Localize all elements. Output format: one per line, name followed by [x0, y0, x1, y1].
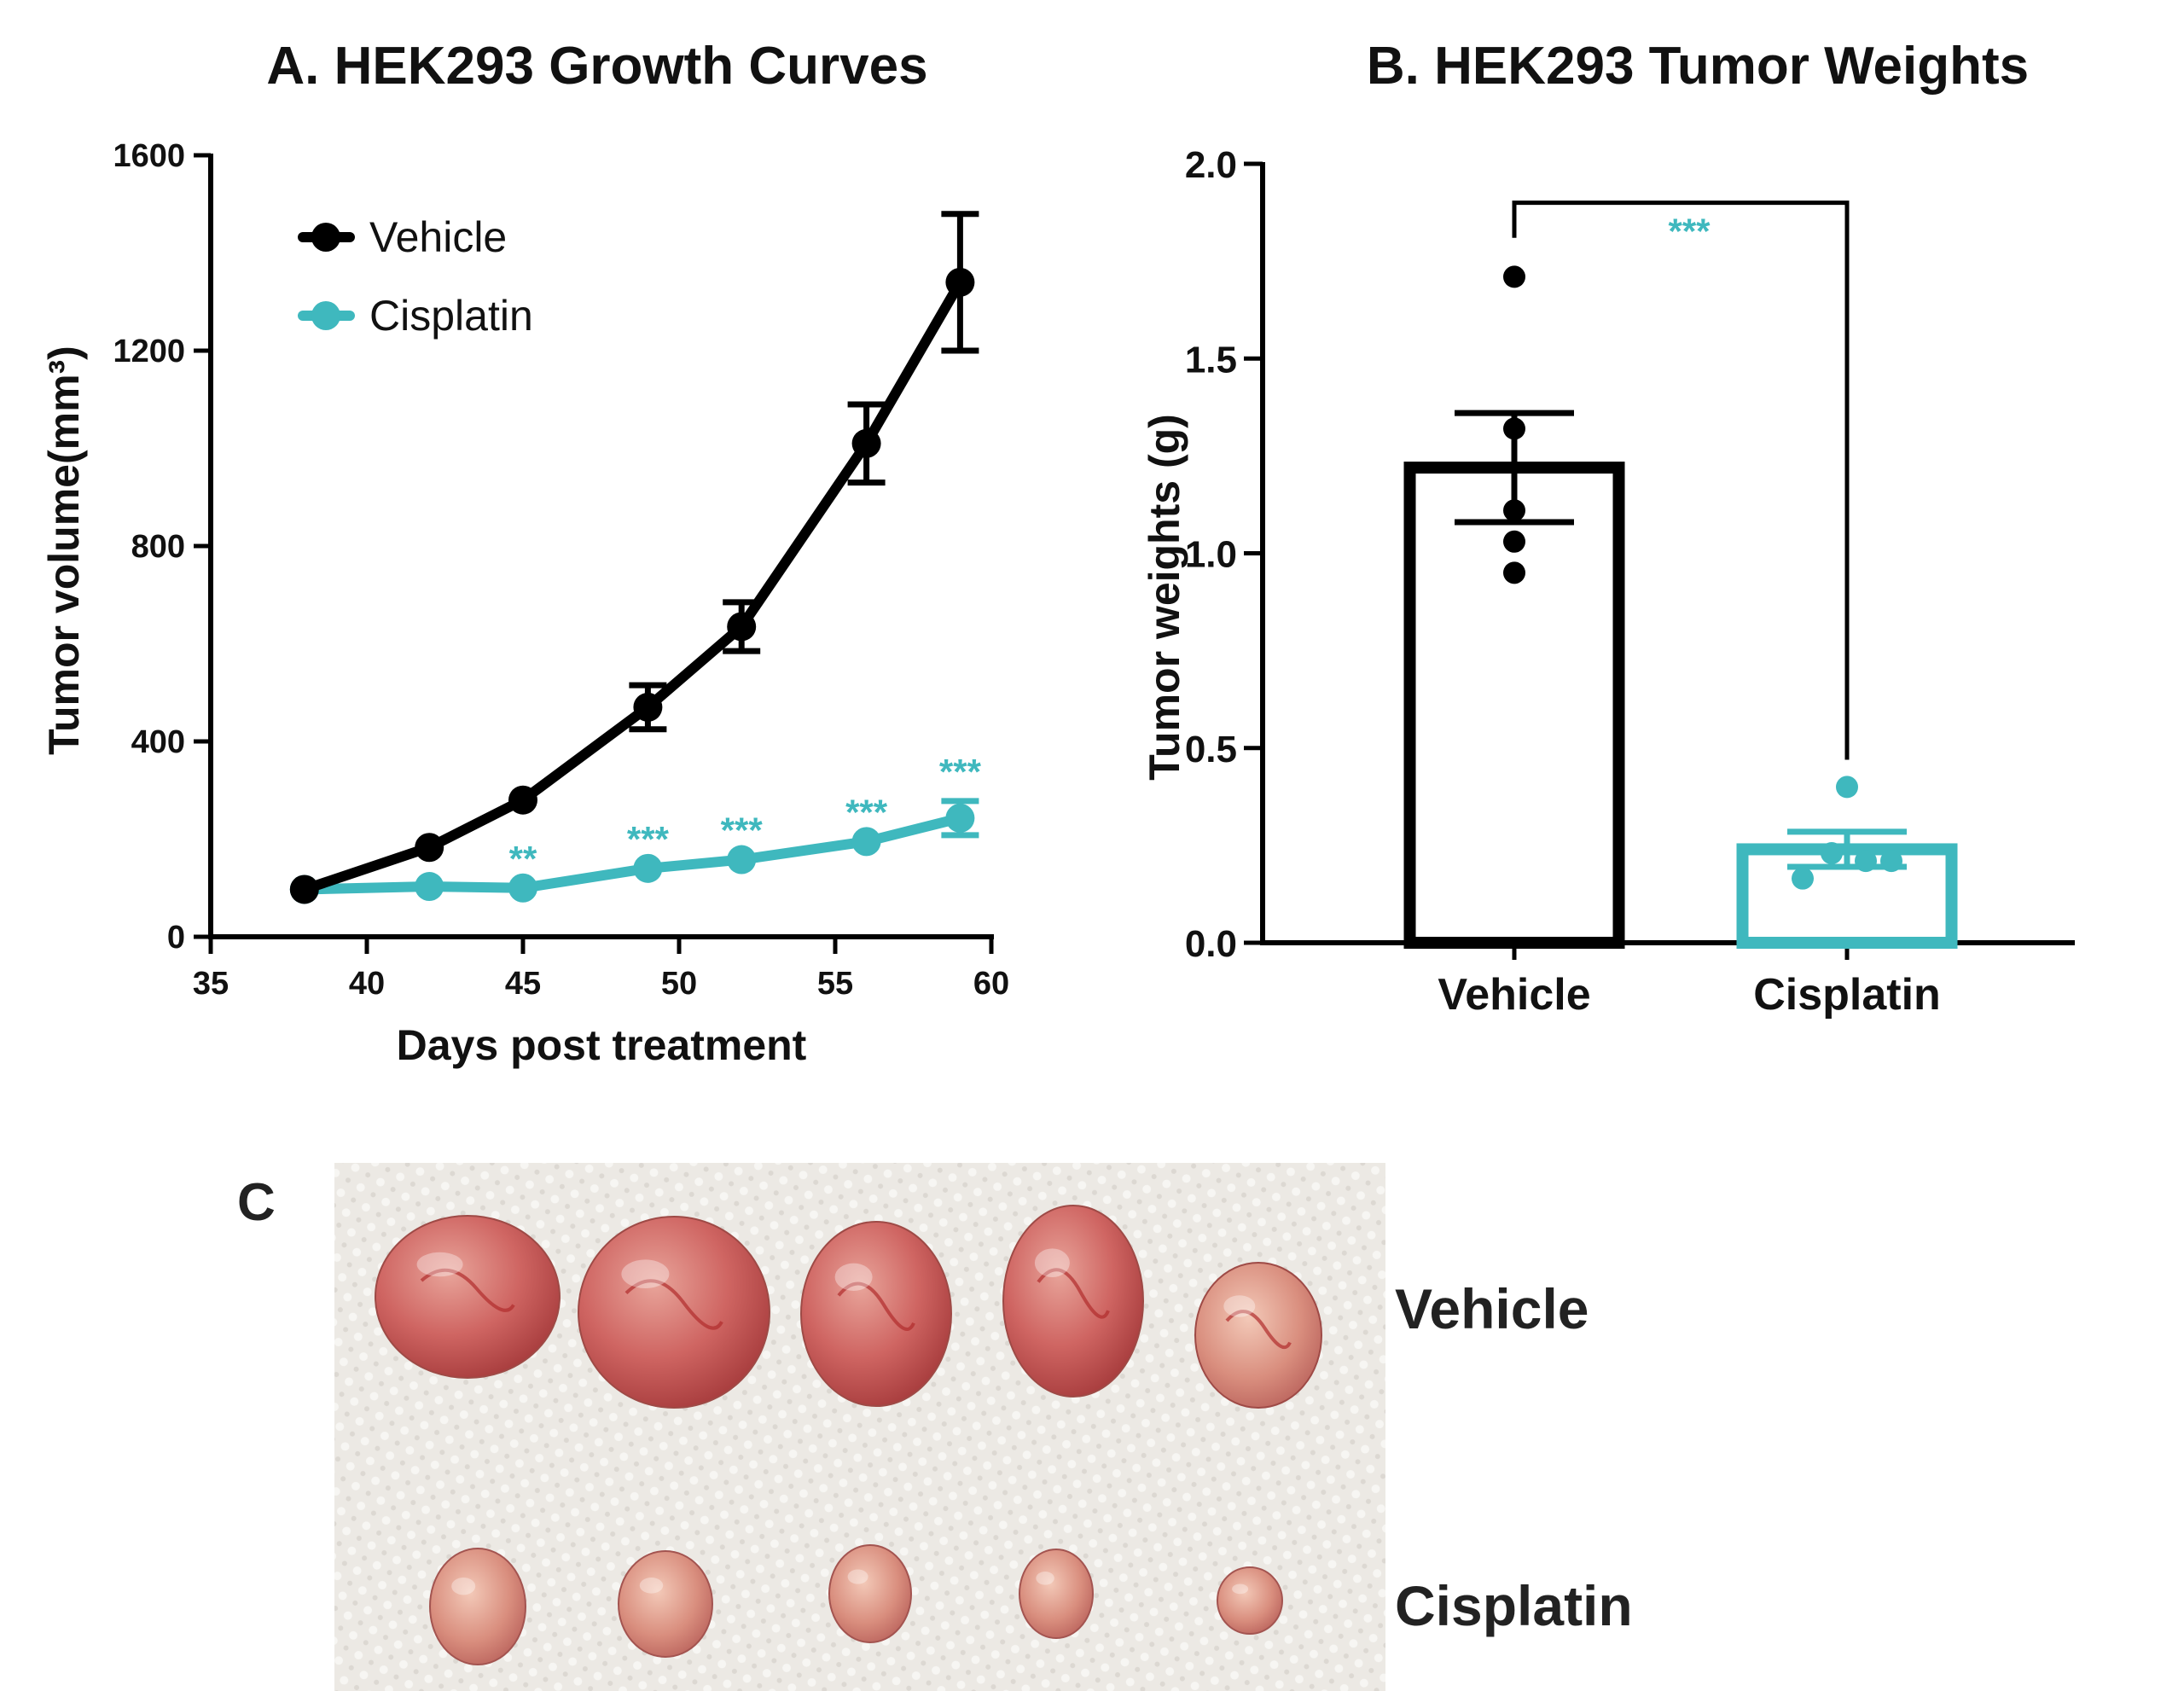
tumor-vessel — [624, 1279, 723, 1330]
tumor-highlight — [1036, 1572, 1054, 1585]
category-label: Vehicle — [1438, 970, 1590, 1020]
significance-annotation: ** — [509, 839, 537, 879]
tumor-cisplatin — [1217, 1566, 1283, 1635]
data-point — [508, 785, 537, 815]
tumor-cisplatin — [1019, 1549, 1094, 1639]
y-tick-label: 0 — [167, 920, 185, 956]
data-point — [289, 875, 319, 904]
growth-curves-title: A. HEK293 Growth Curves — [266, 37, 927, 96]
tumor-highlight — [451, 1578, 476, 1595]
data-point — [508, 873, 537, 903]
significance-annotation: *** — [845, 792, 888, 832]
tumor-highlight — [834, 1263, 873, 1292]
significance-annotation: *** — [939, 752, 982, 792]
legend-marker — [311, 301, 340, 330]
data-point — [415, 833, 444, 863]
significance-annotation: *** — [721, 811, 764, 851]
growth-curves-panel: A. HEK293 Growth Curves 35 40 45 50 55 60 0 400… — [40, 37, 1009, 1069]
tumor-vehicle — [375, 1215, 561, 1379]
tumor-vehicle — [578, 1216, 770, 1409]
x-tick-label: 35 — [193, 966, 229, 1002]
legend-label: Vehicle — [369, 213, 507, 261]
growth-curves-axes — [194, 153, 994, 954]
data-point — [633, 692, 663, 722]
data-point — [1880, 850, 1902, 873]
x-tick-label: 50 — [661, 966, 697, 1002]
tumor-cisplatin — [828, 1544, 912, 1643]
legend-label: Cisplatin — [369, 292, 533, 340]
x-tick-label: 55 — [817, 966, 853, 1002]
data-point — [945, 803, 975, 833]
tumor-weights-title: B. HEK293 Tumor Weights — [1367, 37, 2029, 96]
tumor-photo — [375, 1205, 1322, 1665]
growth-curves-ticks: 35 40 45 50 55 60 0 400 800 1200 1600 — [113, 138, 1009, 1002]
y-tick-label: 1.0 — [1185, 534, 1237, 576]
y-tick-label: 1.5 — [1185, 339, 1237, 381]
y-axis-label: Tumor volume(mm³) — [40, 346, 88, 755]
tumor-vehicle — [1194, 1262, 1322, 1409]
tumor-highlight — [621, 1259, 670, 1288]
x-tick-label: 60 — [973, 966, 1009, 1002]
y-tick-label: 0.5 — [1185, 729, 1237, 770]
data-point — [1503, 530, 1525, 553]
tumor-cisplatin — [618, 1550, 713, 1658]
data-point — [1836, 776, 1858, 799]
category-label: Cisplatin — [1753, 970, 1941, 1020]
tumor-weights-bars: *** — [1403, 200, 1958, 949]
tumor-vehicle — [1002, 1205, 1144, 1398]
y-axis-label: Tumor weights (g) — [1141, 414, 1188, 781]
data-point — [415, 872, 444, 902]
legend: Vehicle Cisplatin — [298, 213, 533, 340]
data-point — [851, 428, 881, 458]
y-tick-label: 400 — [131, 724, 185, 760]
tumor-vessel — [420, 1268, 515, 1312]
tumor-vessel — [1225, 1310, 1292, 1350]
legend-marker — [311, 223, 340, 252]
significance-annotation: *** — [627, 819, 670, 859]
photo-row-label-cisplatin: Cisplatin — [1395, 1574, 1633, 1637]
tumor-highlight — [1232, 1583, 1249, 1595]
growth-curves-series: ** *** *** ****** — [289, 211, 982, 904]
y-tick-label: 2.0 — [1185, 144, 1237, 186]
x-tick-label: 45 — [505, 966, 541, 1002]
y-tick-label: 1600 — [113, 138, 185, 174]
data-point — [945, 267, 975, 297]
photo-row-label-vehicle: Vehicle — [1395, 1277, 1589, 1340]
data-point — [1503, 417, 1525, 440]
data-point — [851, 827, 881, 857]
tumor-highlight — [1034, 1248, 1070, 1277]
tumor-weights-axes: 0.0 0.5 1.0 1.5 2.0 Vehicle Cisplatin — [1185, 144, 2075, 1020]
significance-bracket — [1512, 200, 1850, 760]
data-point — [727, 845, 757, 875]
tumor-vessel — [1037, 1268, 1110, 1319]
data-point — [1792, 867, 1814, 890]
tumor-photo-panel: C Vehicle Cisplatin — [237, 1163, 1633, 1691]
data-point — [1821, 842, 1843, 865]
tumor-highlight — [847, 1569, 868, 1584]
tumor-highlight — [639, 1578, 664, 1594]
y-tick-label: 0.0 — [1185, 923, 1237, 965]
data-point — [1503, 499, 1525, 522]
tumor-cisplatin — [429, 1548, 526, 1665]
panel-c-label: C — [237, 1173, 276, 1232]
tumor-vessel — [837, 1281, 915, 1331]
data-point — [633, 853, 663, 883]
tumor-highlight — [416, 1252, 463, 1277]
significance-annotation: *** — [1668, 212, 1711, 252]
x-tick-label: 40 — [349, 966, 385, 1002]
tumor-highlight — [1223, 1295, 1256, 1317]
y-tick-label: 800 — [131, 529, 185, 565]
tumor-vehicle — [800, 1221, 952, 1407]
y-tick-label: 1200 — [113, 334, 185, 369]
data-point — [1503, 561, 1525, 584]
data-point — [727, 612, 757, 642]
tumor-weights-panel: B. HEK293 Tumor Weights 0.0 0.5 1.0 1.5 2.0 V… — [1141, 37, 2075, 1020]
data-point — [1855, 850, 1877, 873]
x-axis-label: Days post treatment — [397, 1021, 807, 1069]
data-point — [1503, 265, 1525, 288]
